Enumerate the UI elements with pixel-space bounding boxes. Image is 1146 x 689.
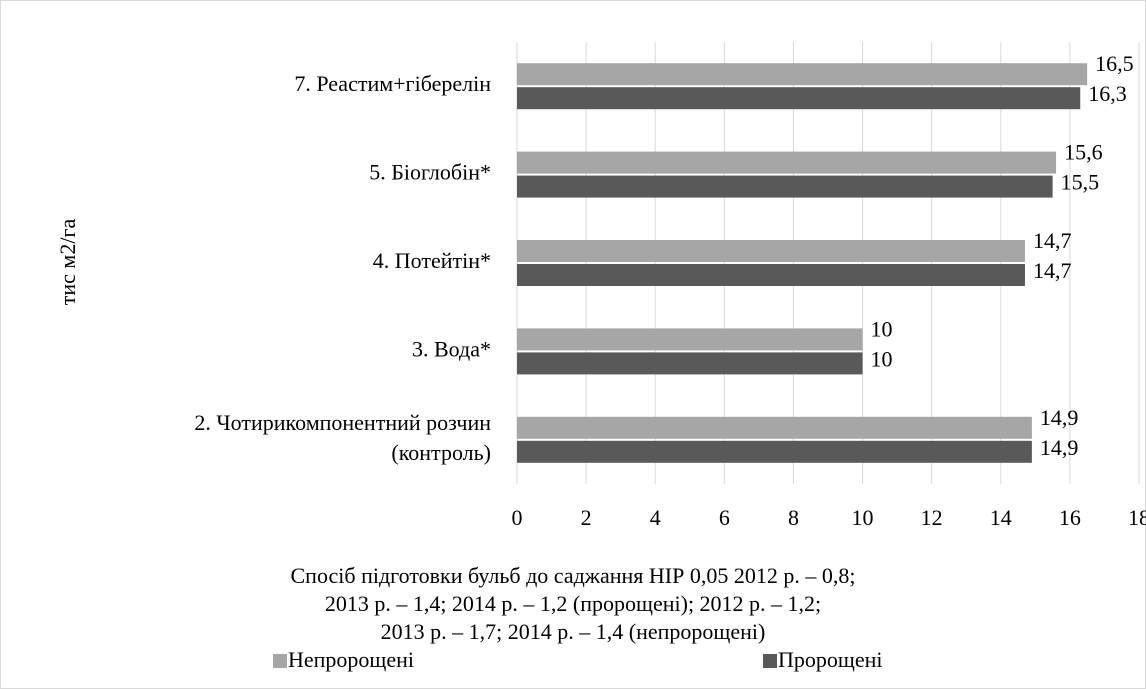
y-axis-title: тис м2/га: [55, 219, 80, 306]
data-label: 16,5: [1095, 51, 1134, 76]
x-tick-label: 4: [650, 505, 661, 530]
bar: [517, 416, 1032, 439]
x-tick-label: 2: [581, 505, 592, 530]
y-tick-label: 5. Біоглобін*: [369, 160, 491, 185]
x-axis-title: Спосіб підготовки бульб до саджання НІР …: [291, 563, 856, 588]
legend-swatch: [273, 654, 287, 668]
x-tick-label: 16: [1059, 505, 1081, 530]
y-tick-label: 4. Потейтін*: [373, 248, 491, 273]
data-label: 14,7: [1033, 228, 1072, 253]
x-tick-label: 6: [719, 505, 730, 530]
bar: [517, 440, 1032, 463]
x-tick-label: 12: [921, 505, 943, 530]
data-label: 10: [871, 346, 893, 371]
bar: [517, 87, 1081, 110]
bar: [517, 328, 863, 351]
x-tick-label: 18: [1128, 505, 1146, 530]
x-axis-title: 2013 р. – 1,7; 2014 р. – 1,4 (непророщен…: [381, 619, 766, 644]
data-label: 14,9: [1040, 405, 1079, 430]
y-tick-label: 2. Чотирикомпонентний розчин: [194, 410, 491, 435]
x-tick-label: 8: [788, 505, 799, 530]
x-tick-label: 0: [512, 505, 523, 530]
data-label: 14,7: [1033, 258, 1072, 283]
bar: [517, 240, 1025, 262]
bar: [517, 151, 1057, 174]
y-tick-label: 7. Реастим+гіберелін: [294, 71, 491, 96]
legend-label: Пророщені: [778, 647, 882, 672]
data-label: 14,9: [1040, 435, 1079, 460]
bar: [517, 63, 1088, 86]
bar: [517, 264, 1025, 286]
legend-swatch: [763, 654, 777, 668]
bar: [517, 352, 863, 375]
data-label: 16,3: [1088, 81, 1127, 106]
data-label: 10: [871, 316, 893, 341]
x-axis-title: 2013 р. – 1,4; 2014 р. – 1,2 (пророщені)…: [325, 591, 821, 616]
x-tick-label: 14: [990, 505, 1012, 530]
legend-label: Непророщені: [288, 647, 414, 672]
y-tick-label: 3. Вода*: [412, 336, 491, 361]
bar: [517, 175, 1053, 198]
data-label: 15,6: [1064, 140, 1103, 165]
y-tick-label: (контроль): [391, 440, 491, 465]
x-tick-label: 10: [852, 505, 874, 530]
data-label: 15,5: [1061, 170, 1100, 195]
